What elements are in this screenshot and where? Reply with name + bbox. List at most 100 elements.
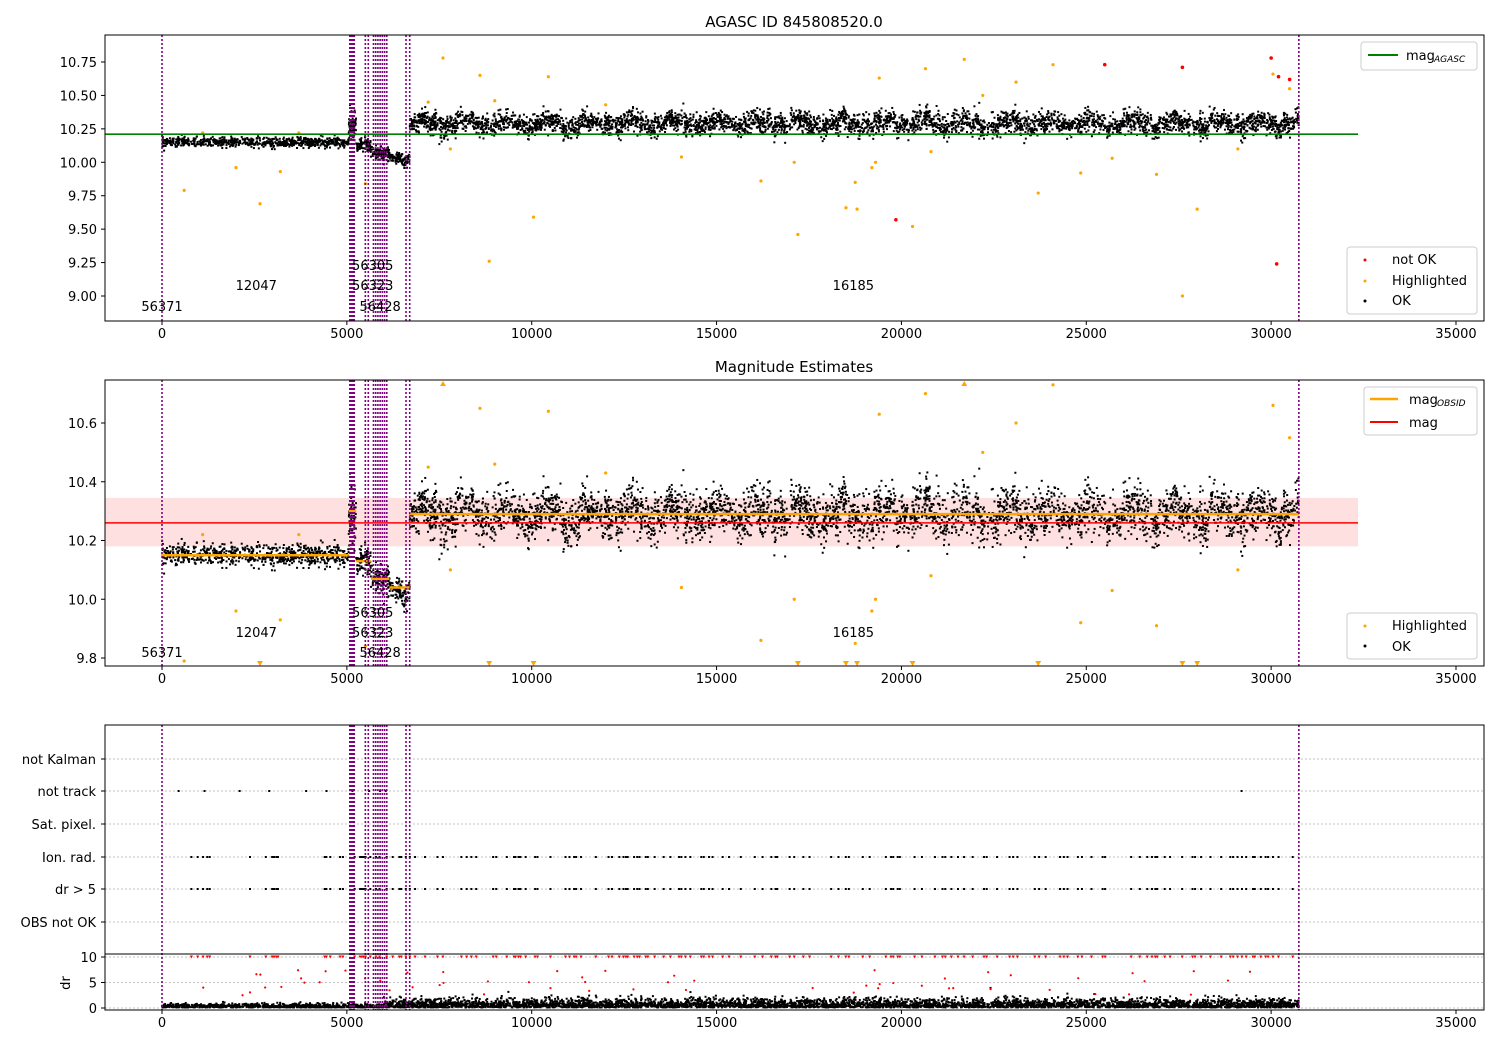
ok-point — [600, 120, 603, 123]
ok-point — [1093, 129, 1096, 132]
ok-point — [314, 137, 317, 140]
ok-point — [879, 125, 882, 128]
ok-point — [805, 121, 808, 124]
ok-point — [477, 121, 480, 124]
ok-point — [385, 148, 388, 151]
ok-point — [501, 118, 504, 121]
ok-point — [1182, 127, 1185, 130]
ok-point — [942, 126, 945, 129]
ok-point — [1050, 114, 1053, 117]
ok-point — [1156, 127, 1159, 130]
ok-point — [913, 110, 916, 113]
ok-point — [777, 115, 780, 118]
ok-point — [1021, 117, 1024, 120]
ok-point — [1088, 125, 1091, 128]
ok-point — [892, 130, 895, 133]
ok-point — [671, 121, 674, 124]
ok-point — [536, 115, 539, 118]
ok-point — [1075, 127, 1078, 130]
ok-point — [512, 125, 515, 128]
ok-point — [417, 131, 420, 134]
ok-point — [702, 124, 705, 127]
ok-point — [550, 123, 553, 126]
ok-point — [447, 125, 450, 128]
ok-point — [401, 161, 404, 164]
ok-point — [905, 123, 908, 126]
ok-point — [200, 141, 203, 144]
ok-point — [829, 125, 832, 128]
ok-point — [882, 124, 885, 127]
ok-point — [726, 121, 729, 124]
ok-point — [972, 119, 975, 122]
ok-point — [538, 126, 541, 129]
ok-point — [913, 131, 916, 134]
ok-point — [177, 135, 180, 138]
ok-point — [776, 121, 779, 124]
ok-point — [806, 123, 809, 126]
ok-point — [369, 141, 372, 144]
ok-point — [994, 127, 997, 130]
ok-point — [810, 123, 813, 126]
ok-point — [508, 124, 511, 127]
ok-point — [851, 124, 854, 127]
ok-point — [1196, 119, 1199, 122]
ok-point — [895, 129, 898, 132]
ok-point — [684, 124, 687, 127]
ok-point — [1184, 118, 1187, 121]
ok-point — [825, 122, 828, 125]
ok-point — [643, 128, 646, 131]
ok-point — [320, 143, 323, 146]
ok-point — [536, 118, 539, 121]
ok-point — [695, 123, 698, 126]
ok-point — [477, 132, 480, 135]
ok-point — [444, 126, 447, 129]
ok-point — [1027, 117, 1030, 120]
ok-point — [867, 122, 870, 125]
ok-point — [1095, 120, 1098, 123]
ok-point — [458, 122, 461, 125]
ok-point — [1241, 126, 1244, 129]
ok-point — [1230, 131, 1233, 134]
ok-point — [878, 117, 881, 120]
ok-point — [1001, 111, 1004, 114]
ok-point — [589, 126, 592, 129]
ok-point — [574, 117, 577, 120]
ok-point — [843, 115, 846, 118]
ok-point — [1232, 130, 1235, 133]
ok-point — [1154, 128, 1157, 131]
ok-point — [961, 120, 964, 123]
ok-point — [942, 130, 945, 133]
ok-point — [511, 121, 514, 124]
ok-point — [759, 124, 762, 127]
ok-point — [1295, 119, 1298, 122]
ok-point — [1273, 120, 1276, 123]
ok-point — [369, 139, 372, 142]
ok-point — [720, 118, 723, 121]
ok-point — [841, 111, 844, 114]
ok-point — [925, 118, 928, 121]
ok-point — [1240, 121, 1243, 124]
ok-point — [1139, 114, 1142, 117]
ok-point — [1010, 113, 1013, 116]
ok-point — [1038, 121, 1041, 124]
ok-point — [455, 120, 458, 123]
ok-point — [439, 122, 442, 125]
ok-point — [316, 143, 319, 146]
ok-point — [930, 121, 933, 124]
ok-point — [924, 117, 927, 120]
ok-point — [588, 120, 591, 123]
ok-point — [654, 115, 657, 118]
ok-point — [694, 125, 697, 128]
ok-point — [1025, 117, 1028, 120]
ok-point — [234, 139, 237, 142]
ok-point — [826, 120, 829, 123]
ok-point — [625, 118, 628, 121]
ok-point — [746, 125, 749, 128]
ok-point — [1013, 109, 1016, 112]
ok-point — [307, 139, 310, 142]
ok-point — [292, 143, 295, 146]
ok-point — [671, 116, 674, 119]
ok-point — [767, 119, 770, 122]
ok-point — [836, 132, 839, 135]
ok-point — [725, 121, 728, 124]
